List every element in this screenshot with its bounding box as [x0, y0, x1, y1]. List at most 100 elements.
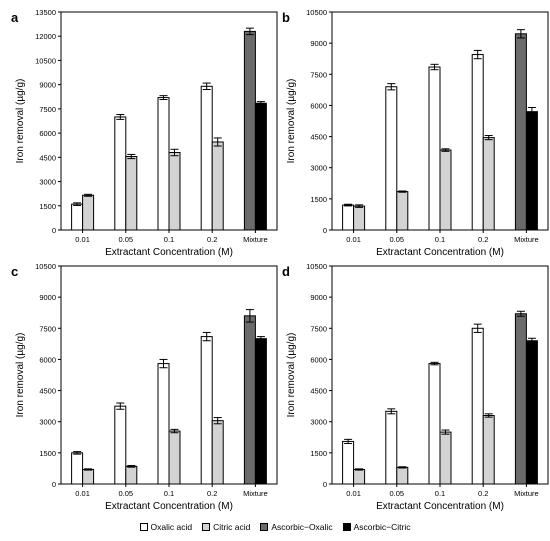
- bar-citric-acid: [353, 468, 366, 485]
- y-tick-label: 0: [52, 226, 56, 235]
- y-tick-label: 10500: [306, 8, 327, 17]
- bar-ascorbic-oxalic: [243, 315, 256, 485]
- panel-c: c 0 1500 3000 4500 6000 7500 9000 10500 0.01 0.05 0…: [11, 262, 278, 512]
- y-tick-label: 10500: [35, 56, 56, 65]
- legend-item-oxalic: Oxalic acid: [139, 522, 193, 532]
- y-axis-label: Iron removal (µg/g): [15, 79, 26, 164]
- panel-d: d 0 1500 3000 4500 6000 7500 9000 10500 0.01 0.05 0…: [282, 262, 549, 512]
- legend-label-oxalic: Oxalic acid: [150, 522, 193, 532]
- bar-oxalic-acid: [157, 97, 170, 231]
- bar-oxalic-acid: [342, 204, 355, 231]
- panel-label: c: [11, 264, 18, 279]
- x-tick-label: Mixture: [243, 489, 268, 498]
- y-tick-label: 13500: [35, 8, 56, 17]
- x-axis-label: Extractant Concentration (M): [105, 501, 233, 512]
- y-tick-label: 1500: [39, 449, 56, 458]
- legend-item-ascorbic-citric: Ascorbic−Citric: [342, 522, 411, 532]
- panel-label: a: [11, 10, 19, 25]
- y-tick-label: 3000: [310, 164, 327, 173]
- x-tick-label: 0.2: [207, 489, 217, 498]
- x-tick-label: 0.1: [164, 235, 174, 244]
- y-tick-label: 7500: [39, 105, 56, 114]
- y-axis-label: Iron removal (µg/g): [286, 79, 297, 164]
- y-axis-label: Iron removal (µg/g): [15, 333, 26, 418]
- y-tick-label: 1500: [310, 195, 327, 204]
- bar-citric-acid: [482, 137, 495, 231]
- bar-citric-acid: [82, 468, 95, 485]
- y-tick-label: 4500: [39, 387, 56, 396]
- y-tick-label: 7500: [310, 70, 327, 79]
- y-tick-label: 6000: [39, 355, 56, 364]
- legend-label-ascorbic-oxalic: Ascorbic−Oxalic: [271, 522, 333, 532]
- panel-b: b 0 1500 3000 4500 6000 7500 9000 10500 0.01 0.05 0…: [282, 8, 549, 258]
- y-tick-label: 10500: [306, 262, 327, 271]
- bar-oxalic-acid: [114, 116, 127, 231]
- x-tick-label: 0.05: [118, 235, 133, 244]
- x-tick-label: Mixture: [514, 489, 539, 498]
- x-tick-label: Mixture: [514, 235, 539, 244]
- bar-oxalic-acid: [471, 54, 484, 231]
- x-tick-label: 0.05: [389, 489, 404, 498]
- bar-citric-acid: [82, 194, 95, 231]
- legend-swatch-ascorbic-citric: [342, 523, 351, 531]
- x-tick-label: 0.01: [346, 235, 361, 244]
- y-tick-label: 1500: [39, 202, 56, 211]
- y-tick-label: 9000: [310, 293, 327, 302]
- bar-citric-acid: [125, 465, 138, 485]
- bar-oxalic-acid: [385, 86, 398, 231]
- y-tick-label: 6000: [310, 355, 327, 364]
- x-tick-label: 0.01: [346, 489, 361, 498]
- x-tick-label: 0.2: [478, 235, 488, 244]
- bar-ascorbic-citric: [254, 102, 267, 231]
- legend-label-citric: Citric acid: [213, 522, 251, 532]
- x-tick-label: 0.01: [75, 235, 90, 244]
- bar-citric-acid: [439, 149, 452, 231]
- x-axis-label: Extractant Concentration (M): [376, 247, 504, 258]
- y-tick-label: 3000: [310, 418, 327, 427]
- bar-oxalic-acid: [200, 336, 213, 485]
- bar-oxalic-acid: [385, 410, 398, 485]
- y-tick-label: 6000: [310, 101, 327, 110]
- x-tick-label: 0.1: [435, 489, 445, 498]
- bar-citric-acid: [211, 420, 224, 485]
- bar-ascorbic-oxalic: [514, 33, 527, 231]
- y-tick-label: 9000: [39, 81, 56, 90]
- panel-label: d: [282, 264, 290, 279]
- bar-citric-acid: [211, 141, 224, 231]
- panel-label: b: [282, 10, 290, 25]
- y-tick-label: 4500: [310, 133, 327, 142]
- bar-citric-acid: [168, 151, 181, 231]
- y-tick-label: 6000: [39, 129, 56, 138]
- y-axis-label: Iron removal (µg/g): [286, 333, 297, 418]
- bar-citric-acid: [125, 156, 138, 231]
- y-tick-label: 0: [323, 480, 327, 489]
- x-tick-label: 0.05: [389, 235, 404, 244]
- y-tick-label: 4500: [310, 387, 327, 396]
- bar-ascorbic-oxalic: [243, 30, 256, 231]
- bar-oxalic-acid: [471, 327, 484, 485]
- y-tick-label: 3000: [39, 178, 56, 187]
- bar-ascorbic-citric: [254, 338, 267, 485]
- bar-oxalic-acid: [71, 203, 84, 231]
- bar-oxalic-acid: [157, 363, 170, 485]
- bar-ascorbic-oxalic: [514, 313, 527, 485]
- bar-oxalic-acid: [428, 363, 441, 485]
- bar-citric-acid: [439, 431, 452, 485]
- bar-oxalic-acid: [114, 405, 127, 485]
- y-tick-label: 0: [323, 226, 327, 235]
- panel-a: a 0 1500 3000 4500 6000 7500 9000 10500 12000 1350…: [11, 8, 278, 258]
- x-tick-label: 0.2: [478, 489, 488, 498]
- bar-citric-acid: [396, 466, 409, 485]
- x-tick-label: Mixture: [243, 235, 268, 244]
- y-tick-label: 10500: [35, 262, 56, 271]
- x-axis-label: Extractant Concentration (M): [376, 501, 504, 512]
- legend-item-ascorbic-oxalic: Ascorbic−Oxalic: [260, 522, 333, 532]
- x-tick-label: 0.2: [207, 235, 217, 244]
- x-axis-label: Extractant Concentration (M): [105, 247, 233, 258]
- bar-oxalic-acid: [428, 66, 441, 231]
- y-tick-label: 0: [52, 480, 56, 489]
- y-tick-label: 1500: [310, 449, 327, 458]
- y-tick-label: 7500: [39, 324, 56, 333]
